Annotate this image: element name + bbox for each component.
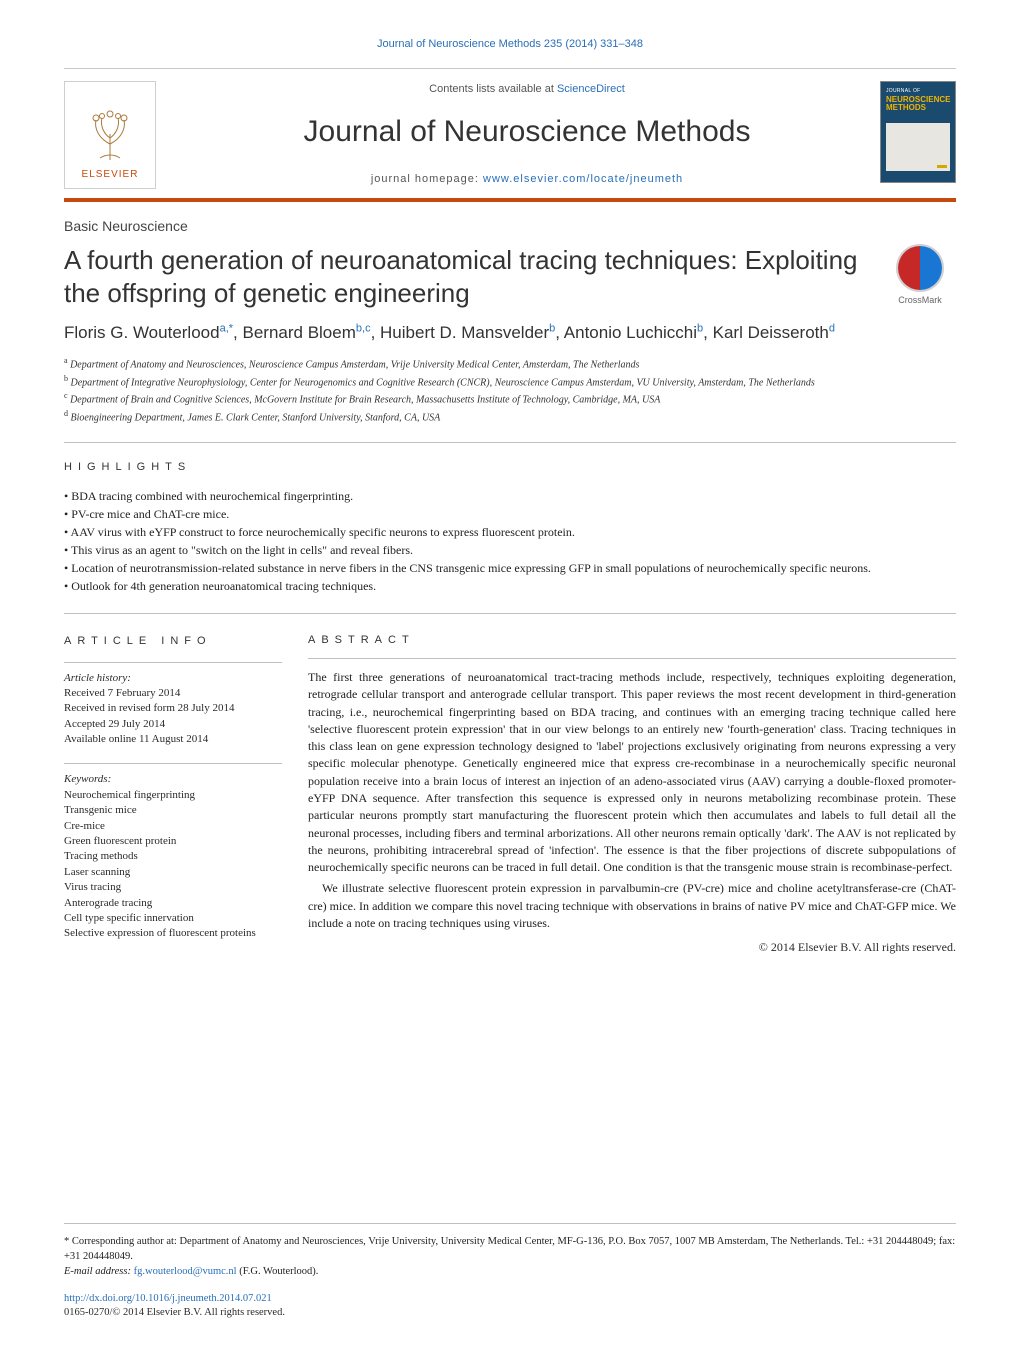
cover-main-text: NEUROSCIENCE METHODS [886,96,950,113]
keyword-line: Selective expression of fluorescent prot… [64,926,282,941]
keyword-line: Cre-mice [64,819,282,834]
crossmark-label: CrossMark [884,295,956,305]
highlights-heading: highlights [64,443,956,487]
keyword-line: Transgenic mice [64,803,282,818]
abstract-paragraph: The first three generations of neuroanat… [308,669,956,876]
article-info-heading: article info [64,616,282,661]
publisher-logo: ELSEVIER [64,81,156,189]
abstract-text: The first three generations of neuroanat… [308,669,956,932]
sciencedirect-link[interactable]: ScienceDirect [557,83,625,95]
keyword-line: Cell type specific innervation [64,911,282,926]
abstract-paragraph: We illustrate selective fluorescent prot… [308,880,956,932]
history-label: Article history: [64,671,282,686]
header-citation: Journal of Neuroscience Methods 235 (201… [64,38,956,50]
homepage-link[interactable]: www.elsevier.com/locate/jneumeth [483,173,683,185]
contents-prefix: Contents lists available at [429,83,557,95]
history-line: Available online 11 August 2014 [64,732,282,747]
email-link[interactable]: fg.wouterlood@vumc.nl [134,1266,237,1277]
keywords-lines: Neurochemical fingerprintingTransgenic m… [64,788,282,942]
highlight-item: AAV virus with eYFP construct to force n… [64,523,956,541]
authors: Floris G. Wouterlooda,*, Bernard Bloemb,… [64,321,956,345]
corresponding-footnote: * Corresponding author at: Department of… [64,1223,956,1280]
divider [308,658,956,659]
abstract-heading: abstract [308,616,956,658]
history-line: Received 7 February 2014 [64,686,282,701]
masthead: ELSEVIER Contents lists available at Sci… [64,68,956,202]
publisher-name: ELSEVIER [82,169,139,184]
affiliation-line: d Bioengineering Department, James E. Cl… [64,408,956,426]
journal-title: Journal of Neuroscience Methods [174,115,880,149]
issn-line: 0165-0270/© 2014 Elsevier B.V. All right… [64,1307,285,1318]
keyword-line: Anterograde tracing [64,896,282,911]
history-line: Accepted 29 July 2014 [64,717,282,732]
homepage-line: journal homepage: www.elsevier.com/locat… [174,173,880,185]
history-lines: Received 7 February 2014Received in revi… [64,686,282,748]
affiliations: a Department of Anatomy and Neuroscience… [64,355,956,426]
history-line: Received in revised form 28 July 2014 [64,701,282,716]
corresponding-text: * Corresponding author at: Department of… [64,1234,956,1264]
highlight-item: BDA tracing combined with neurochemical … [64,487,956,505]
crossmark-icon [896,244,944,292]
divider [64,662,282,663]
keyword-line: Green fluorescent protein [64,834,282,849]
divider [64,763,282,764]
doi-link[interactable]: http://dx.doi.org/10.1016/j.jneumeth.201… [64,1293,272,1304]
article-title: A fourth generation of neuroanatomical t… [64,244,864,309]
doi-block: http://dx.doi.org/10.1016/j.jneumeth.201… [64,1292,956,1321]
cover-body [886,123,950,171]
affiliation-line: b Department of Integrative Neurophysiol… [64,373,956,391]
highlight-item: Outlook for 4th generation neuroanatomic… [64,577,956,595]
keywords-label: Keywords: [64,772,282,787]
article-info-column: article info Article history: Received 7… [64,616,282,958]
crossmark[interactable]: CrossMark [884,244,956,305]
journal-cover-thumb: JOURNAL OF NEUROSCIENCE METHODS [880,81,956,183]
keyword-line: Virus tracing [64,880,282,895]
email-line: E-mail address: fg.wouterlood@vumc.nl (F… [64,1264,956,1279]
citation-link[interactable]: Journal of Neuroscience Methods 235 (201… [377,38,643,50]
highlight-item: PV-cre mice and ChAT-cre mice. [64,505,956,523]
email-label: E-mail address: [64,1266,134,1277]
abstract-column: abstract The first three generations of … [308,616,956,958]
affiliation-line: c Department of Brain and Cognitive Scie… [64,390,956,408]
highlights-list: BDA tracing combined with neurochemical … [64,487,956,595]
abstract-copyright: © 2014 Elsevier B.V. All rights reserved… [308,940,956,955]
highlight-item: This virus as an agent to "switch on the… [64,541,956,559]
contents-available-line: Contents lists available at ScienceDirec… [174,83,880,95]
email-suffix: (F.G. Wouterlood). [237,1266,319,1277]
keyword-line: Neurochemical fingerprinting [64,788,282,803]
keyword-line: Tracing methods [64,849,282,864]
cover-top-text: JOURNAL OF [886,88,950,94]
homepage-prefix: journal homepage: [371,173,483,185]
keyword-line: Laser scanning [64,865,282,880]
highlight-item: Location of neurotransmission-related su… [64,559,956,577]
section-label: Basic Neuroscience [64,218,956,234]
elsevier-tree-icon [69,86,151,169]
affiliation-line: a Department of Anatomy and Neuroscience… [64,355,956,373]
